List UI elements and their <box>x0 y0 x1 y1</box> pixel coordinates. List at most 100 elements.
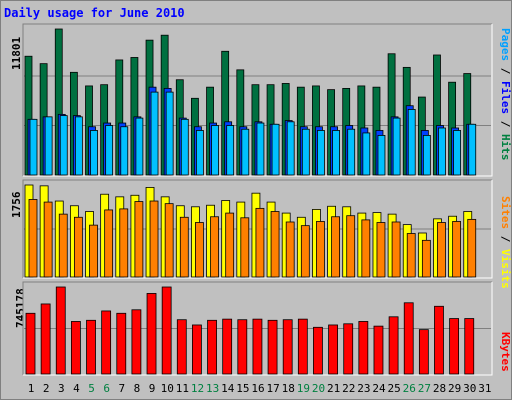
day-label-7: 7 <box>119 382 126 395</box>
bar-kbytes-day-17 <box>267 319 278 375</box>
panel-3-shadow <box>22 281 492 375</box>
bar-sites-day-26 <box>406 233 416 278</box>
day-label-16: 16 <box>251 382 264 395</box>
bar-sites-day-16 <box>255 207 265 278</box>
day-label-27: 27 <box>418 382 431 395</box>
bar-kbytes-day-21 <box>328 324 338 375</box>
bar-kbytes-day-12 <box>192 324 202 375</box>
day-label-28: 28 <box>433 382 446 395</box>
day-label-1: 1 <box>28 382 35 395</box>
bar-pages-day-9 <box>150 91 159 176</box>
bar-sites-day-15 <box>240 217 250 278</box>
bar-pages-day-12 <box>196 130 204 176</box>
day-label-10: 10 <box>161 382 174 395</box>
bar-pages-day-30 <box>468 123 477 176</box>
bar-kbytes-day-7 <box>116 312 127 375</box>
bar-sites-day-14 <box>225 212 235 278</box>
bar-kbytes-day-19 <box>297 318 308 375</box>
bar-sites-day-28 <box>437 222 446 278</box>
bar-pages-day-8 <box>135 117 144 176</box>
bar-pages-day-14 <box>226 125 235 176</box>
day-label-9: 9 <box>149 382 156 395</box>
bar-sites-day-7 <box>119 208 129 278</box>
bar-kbytes-day-23 <box>358 321 369 375</box>
bar-sites-day-1 <box>28 199 38 278</box>
bar-pages-day-20 <box>317 130 325 176</box>
bar-kbytes-day-18 <box>282 319 293 375</box>
day-label-13: 13 <box>206 382 219 395</box>
day-label-20: 20 <box>312 382 325 395</box>
bar-kbytes-day-2 <box>40 303 51 375</box>
bar-sites-day-25 <box>391 221 401 278</box>
bar-sites-day-30 <box>467 218 477 278</box>
day-label-6: 6 <box>103 382 110 395</box>
bar-pages-day-2 <box>44 116 53 176</box>
bar-pages-day-15 <box>241 128 250 176</box>
bar-pages-day-4 <box>74 116 83 176</box>
bar-kbytes-day-14 <box>222 318 233 375</box>
bar-pages-day-22 <box>347 128 356 176</box>
panel-1-highlight <box>23 24 493 177</box>
bar-kbytes-day-16 <box>252 318 263 375</box>
bar-pages-day-16 <box>256 122 265 176</box>
bar-kbytes-day-5 <box>86 319 96 375</box>
day-label-22: 22 <box>342 382 355 395</box>
day-label-14: 14 <box>221 382 235 395</box>
bar-sites-day-17 <box>270 211 280 278</box>
bar-sites-day-4 <box>73 216 83 278</box>
bar-pages-day-1 <box>29 118 38 176</box>
bar-pages-day-11 <box>180 118 189 176</box>
bar-sites-day-10 <box>164 203 174 278</box>
bar-kbytes-day-29 <box>449 318 460 375</box>
bar-sites-day-21 <box>331 216 340 278</box>
bar-sites-day-22 <box>346 215 356 278</box>
day-label-17: 17 <box>267 382 280 395</box>
bar-kbytes-day-30 <box>464 318 475 375</box>
day-label-21: 21 <box>327 382 340 395</box>
bar-sites-day-2 <box>43 201 53 278</box>
bar-pages-day-3 <box>59 115 68 176</box>
bar-kbytes-day-11 <box>176 319 187 375</box>
bar-sites-day-20 <box>316 221 325 278</box>
bar-sites-day-3 <box>58 213 68 278</box>
day-label-29: 29 <box>448 382 461 395</box>
day-label-8: 8 <box>134 382 141 395</box>
bar-kbytes-day-26 <box>403 302 414 375</box>
bar-kbytes-day-1 <box>25 312 36 375</box>
bar-sites-day-11 <box>179 216 189 278</box>
bar-kbytes-day-4 <box>70 321 81 375</box>
day-label-18: 18 <box>282 382 295 395</box>
panel-2-shadow <box>22 179 492 278</box>
day-label-19: 19 <box>297 382 310 395</box>
bar-sites-day-5 <box>89 224 98 278</box>
bar-pages-day-13 <box>211 125 219 176</box>
bar-kbytes-day-6 <box>101 310 112 375</box>
bar-pages-day-19 <box>301 128 310 176</box>
bar-sites-day-8 <box>134 201 144 278</box>
day-label-3: 3 <box>58 382 65 395</box>
day-label-31: 31 <box>478 382 491 395</box>
bar-pages-day-23 <box>362 132 371 176</box>
bar-kbytes-day-13 <box>207 319 217 375</box>
bar-kbytes-day-22 <box>343 323 354 375</box>
bar-kbytes-day-28 <box>434 305 444 375</box>
bar-kbytes-day-9 <box>146 293 157 375</box>
bar-kbytes-day-24 <box>373 325 384 375</box>
panel-2-highlight <box>23 180 493 279</box>
panel-3-highlight <box>23 282 493 376</box>
bar-kbytes-day-8 <box>131 309 142 375</box>
bar-pages-day-10 <box>165 91 174 176</box>
bar-pages-day-26 <box>407 109 416 176</box>
day-label-30: 30 <box>463 382 476 395</box>
bar-sites-day-12 <box>195 222 204 278</box>
bar-kbytes-day-20 <box>313 326 323 375</box>
bar-sites-day-19 <box>300 225 310 278</box>
chart-title: Daily usage for June 2010 <box>4 6 185 20</box>
bar-pages-day-27 <box>422 135 431 176</box>
panel-1-shadow <box>22 23 492 176</box>
bar-kbytes-day-15 <box>237 319 248 375</box>
bar-kbytes-day-25 <box>388 316 399 375</box>
day-label-12: 12 <box>191 382 204 395</box>
day-label-25: 25 <box>388 382 401 395</box>
